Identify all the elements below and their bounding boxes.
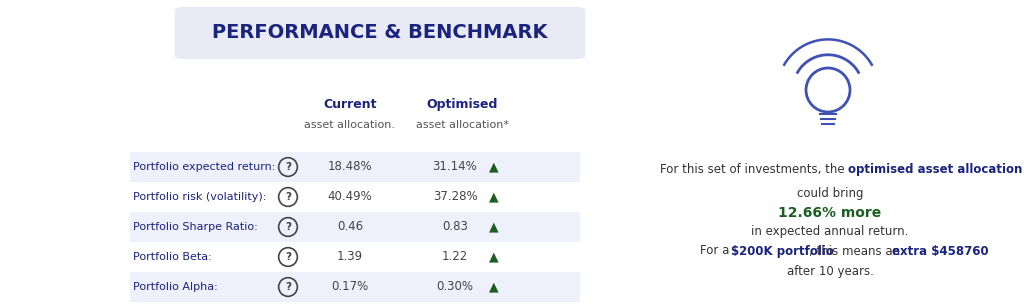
Text: Portfolio Beta:: Portfolio Beta: [133,252,212,262]
Text: 0.30%: 0.30% [436,281,473,293]
Text: 1.39: 1.39 [337,251,364,263]
Text: 0.83: 0.83 [442,220,468,234]
FancyBboxPatch shape [130,212,580,242]
Text: extra $458760: extra $458760 [892,244,989,258]
Text: PERFORMANCE & BENCHMARK: PERFORMANCE & BENCHMARK [212,24,548,42]
Text: Optimised: Optimised [426,99,498,111]
Text: asset allocation*: asset allocation* [416,120,509,130]
Text: 0.46: 0.46 [337,220,364,234]
Text: ▲: ▲ [489,220,499,234]
Text: ?: ? [285,252,291,262]
Text: 18.48%: 18.48% [328,161,373,173]
Text: after 10 years.: after 10 years. [786,265,873,278]
Text: ?: ? [285,192,291,202]
Text: ▲: ▲ [489,161,499,173]
Text: ▲: ▲ [489,251,499,263]
Text: ?: ? [285,222,291,232]
Text: For a: For a [700,244,733,258]
Text: ▲: ▲ [489,281,499,293]
Text: 40.49%: 40.49% [328,191,373,204]
Text: 37.28%: 37.28% [433,191,477,204]
Text: in expected annual return.: in expected annual return. [752,226,908,239]
Text: asset allocation.: asset allocation. [304,120,395,130]
Text: ?: ? [285,282,291,292]
Text: , this means an: , this means an [809,244,904,258]
Text: Portfolio Alpha:: Portfolio Alpha: [133,282,218,292]
FancyBboxPatch shape [175,7,586,59]
Text: could bring: could bring [797,186,863,200]
Text: ▲: ▲ [489,191,499,204]
FancyBboxPatch shape [130,152,580,182]
Text: 12.66% more: 12.66% more [778,206,882,220]
Text: ?: ? [285,162,291,172]
Text: Portfolio expected return:: Portfolio expected return: [133,162,275,172]
Text: Current: Current [324,99,377,111]
Text: 31.14%: 31.14% [432,161,477,173]
Text: $200K portfolio: $200K portfolio [731,244,835,258]
Text: 1.22: 1.22 [442,251,468,263]
FancyBboxPatch shape [130,272,580,302]
Text: optimised asset allocation: optimised asset allocation [848,164,1023,177]
Text: Portfolio risk (volatility):: Portfolio risk (volatility): [133,192,266,202]
Text: For this set of investments, the: For this set of investments, the [659,164,848,177]
Text: Portfolio Sharpe Ratio:: Portfolio Sharpe Ratio: [133,222,258,232]
Text: 0.17%: 0.17% [332,281,369,293]
